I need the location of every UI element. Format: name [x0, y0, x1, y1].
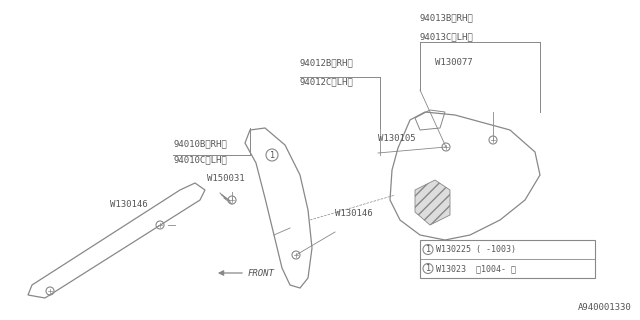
Text: W130225 ( -1003): W130225 ( -1003) — [436, 245, 516, 254]
FancyBboxPatch shape — [420, 240, 595, 278]
Text: 94010C〈LH〉: 94010C〈LH〉 — [173, 155, 227, 164]
Text: W130146: W130146 — [110, 200, 148, 209]
Text: W150031: W150031 — [207, 174, 244, 183]
Text: W130146: W130146 — [335, 209, 372, 218]
Text: 94013C〈LH〉: 94013C〈LH〉 — [420, 32, 474, 41]
Text: 1: 1 — [426, 245, 431, 254]
Text: W13023  ゘1004- 〉: W13023 ゘1004- 〉 — [436, 264, 516, 273]
Polygon shape — [415, 180, 450, 225]
Text: A940001330: A940001330 — [579, 303, 632, 312]
Text: 1: 1 — [426, 264, 431, 273]
Text: 94010B〈RH〉: 94010B〈RH〉 — [173, 139, 227, 148]
Text: 1: 1 — [269, 150, 275, 159]
Text: 94012C〈LH〉: 94012C〈LH〉 — [300, 77, 354, 86]
Text: 94013B〈RH〉: 94013B〈RH〉 — [420, 13, 474, 22]
Text: FRONT: FRONT — [248, 268, 275, 277]
Text: W130105: W130105 — [378, 134, 415, 143]
Text: W130077: W130077 — [435, 58, 472, 67]
Text: 94012B〈RH〉: 94012B〈RH〉 — [300, 58, 354, 67]
